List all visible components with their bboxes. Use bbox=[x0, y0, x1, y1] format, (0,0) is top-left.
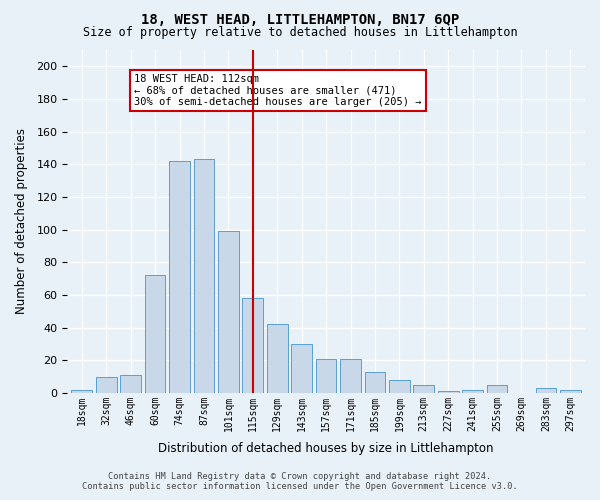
Bar bbox=[316, 358, 337, 393]
Bar bbox=[462, 390, 483, 393]
Bar bbox=[121, 375, 141, 393]
Bar bbox=[413, 384, 434, 393]
Bar bbox=[145, 276, 166, 393]
Text: 18, WEST HEAD, LITTLEHAMPTON, BN17 6QP: 18, WEST HEAD, LITTLEHAMPTON, BN17 6QP bbox=[141, 12, 459, 26]
Bar bbox=[438, 391, 458, 393]
Bar bbox=[291, 344, 312, 393]
Text: Contains HM Land Registry data © Crown copyright and database right 2024.
Contai: Contains HM Land Registry data © Crown c… bbox=[82, 472, 518, 491]
Bar bbox=[536, 388, 556, 393]
Bar bbox=[169, 161, 190, 393]
Bar bbox=[389, 380, 410, 393]
Bar bbox=[487, 384, 508, 393]
Text: 18 WEST HEAD: 112sqm
← 68% of detached houses are smaller (471)
30% of semi-deta: 18 WEST HEAD: 112sqm ← 68% of detached h… bbox=[134, 74, 422, 107]
Bar bbox=[194, 160, 214, 393]
Bar bbox=[242, 298, 263, 393]
X-axis label: Distribution of detached houses by size in Littlehampton: Distribution of detached houses by size … bbox=[158, 442, 494, 455]
Bar bbox=[560, 390, 581, 393]
Text: Size of property relative to detached houses in Littlehampton: Size of property relative to detached ho… bbox=[83, 26, 517, 39]
Bar bbox=[340, 358, 361, 393]
Bar bbox=[218, 231, 239, 393]
Bar bbox=[71, 390, 92, 393]
Y-axis label: Number of detached properties: Number of detached properties bbox=[15, 128, 28, 314]
Bar bbox=[365, 372, 385, 393]
Bar bbox=[96, 376, 116, 393]
Bar bbox=[267, 324, 287, 393]
